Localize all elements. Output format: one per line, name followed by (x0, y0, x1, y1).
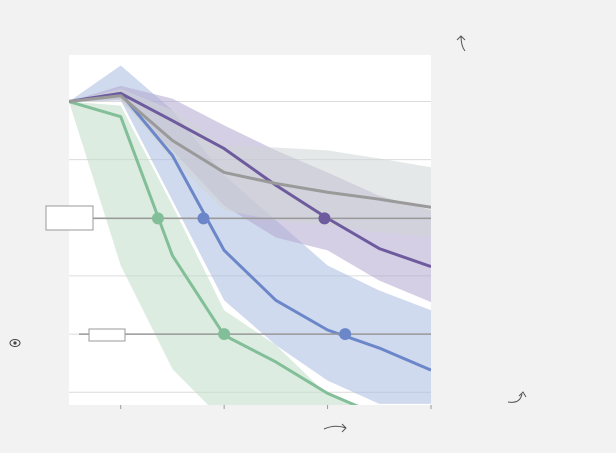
crossing-point (151, 212, 164, 225)
eye-icon[interactable] (9, 339, 21, 347)
bands (69, 65, 431, 405)
confidence-band (69, 65, 431, 404)
arrow-icon (323, 423, 347, 433)
input-box[interactable] (45, 205, 94, 231)
arrow-icon (456, 35, 466, 52)
lines (69, 91, 431, 405)
crossing-point (218, 328, 231, 341)
input-box[interactable] (88, 328, 126, 342)
series-line (69, 94, 431, 209)
confidence-band (69, 88, 431, 237)
series-line (69, 91, 431, 269)
confidence-band (69, 101, 353, 405)
crossing-point (339, 328, 352, 341)
reference-lines (46, 212, 431, 341)
series-line (69, 100, 359, 405)
crossing-point (197, 212, 210, 225)
crossing-point (318, 212, 331, 225)
arrow-icon (507, 391, 527, 403)
